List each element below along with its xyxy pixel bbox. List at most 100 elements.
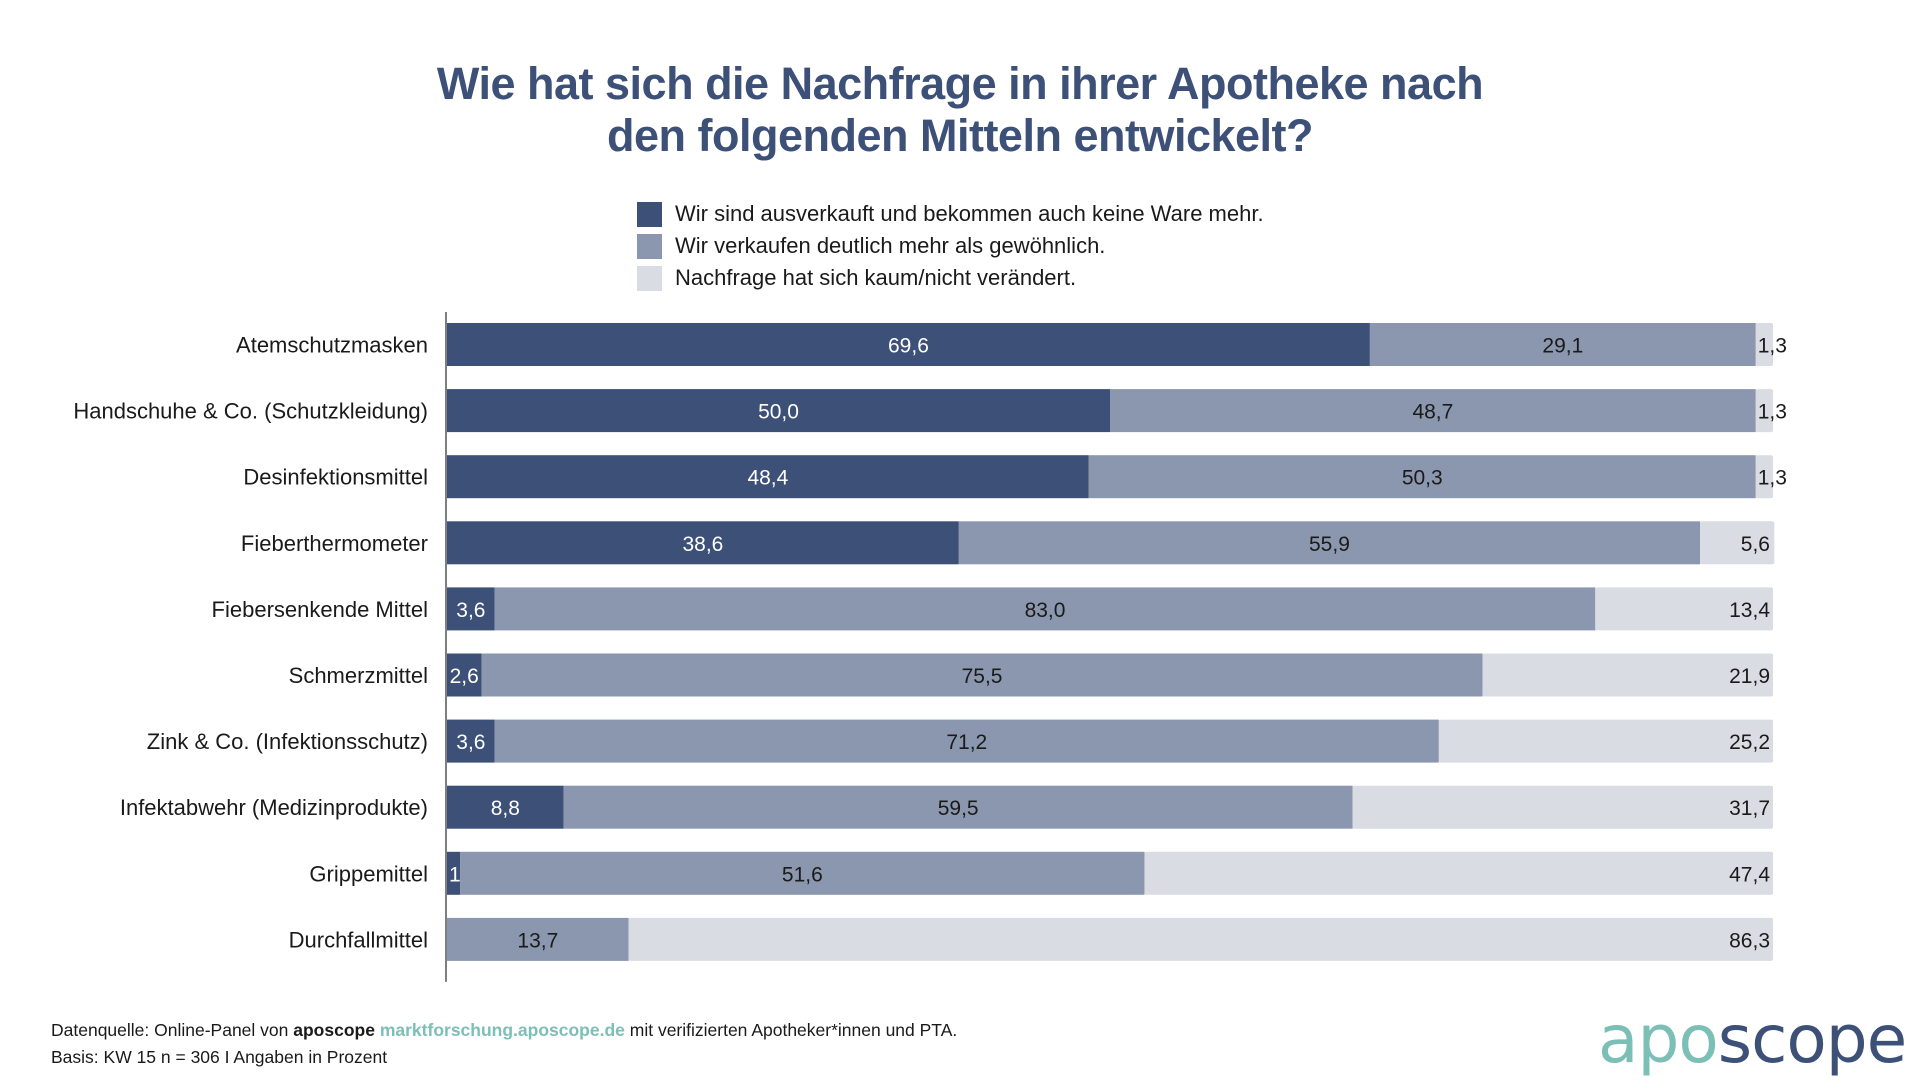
bar-segment-sold-out <box>447 587 495 631</box>
source-line: Datenquelle: Online-Panel von aposcope m… <box>51 1017 957 1044</box>
category-label: Handschuhe & Co. (Schutzkleidung) <box>73 399 428 424</box>
bar-segment-sold-out <box>447 719 495 763</box>
category-label: Durchfallmittel <box>289 927 428 952</box>
legend: Wir sind ausverkauft und bekommen auch k… <box>637 198 1264 294</box>
source-brand: aposcope <box>293 1020 375 1040</box>
category-label: Atemschutzmasken <box>236 333 428 358</box>
value-label-sell-more: 75,5 <box>962 665 1003 688</box>
value-label-unchanged: 86,3 <box>1729 929 1770 952</box>
value-label-unchanged: 5,6 <box>1741 533 1770 556</box>
source-link[interactable]: marktforschung.aposcope.de <box>379 1020 625 1040</box>
bar-segment-sell-more <box>1088 455 1756 499</box>
value-label-sold-out: 2,6 <box>450 665 479 688</box>
bar-row: Fiebersenkende Mittel 3,6 83,0 13,4 <box>212 587 1773 631</box>
value-label-sell-more: 55,9 <box>1309 533 1350 556</box>
value-label-sold-out: 3,6 <box>456 731 485 754</box>
bar-segment-sell-more <box>494 587 1596 631</box>
value-label-unchanged: 25,2 <box>1729 731 1770 754</box>
value-label-unchanged: 47,4 <box>1729 863 1770 886</box>
value-label-sell-more: 51,6 <box>782 863 823 886</box>
value-label-sell-more: 48,7 <box>1412 401 1453 424</box>
value-label-sold-out: 48,4 <box>747 467 788 490</box>
bar-segment-unchanged <box>1144 851 1773 895</box>
bar-segment-sell-more <box>1369 323 1756 366</box>
category-label: Grippemittel <box>309 861 428 886</box>
bar-row: Zink & Co. (Infektionsschutz) 3,6 71,2 25,2 <box>147 719 1773 763</box>
legend-item-unchanged: Nachfrage hat sich kaum/nicht verändert. <box>637 262 1264 294</box>
legend-item-sold-out: Wir sind ausverkauft und bekommen auch k… <box>637 198 1264 230</box>
bar-row: Handschuhe & Co. (Schutzkleidung) 50,0 48,… <box>73 389 1787 433</box>
bar-segment-sold-out <box>447 653 482 697</box>
bar-segment-sell-more <box>460 851 1145 895</box>
value-label-unchanged: 31,7 <box>1729 797 1770 820</box>
bar-segment-sold-out <box>447 785 564 829</box>
bar-row: Infektabwehr (Medizinprodukte) 8,8 59,5 31,… <box>120 785 1773 829</box>
value-label-sell-more: 83,0 <box>1025 599 1066 622</box>
bar-segment-sell-more <box>1110 389 1756 433</box>
bar-row: Schmerzmittel 2,6 75,5 21,9 <box>289 653 1773 697</box>
value-label-sold-out: 50,0 <box>758 401 799 424</box>
bar-segment-unchanged <box>1700 521 1775 565</box>
bar-segment-unchanged <box>1755 323 1773 366</box>
bar-segment-unchanged <box>1755 389 1773 433</box>
bar-segment-sell-more <box>563 785 1353 829</box>
logo-apo: apo <box>1598 1001 1719 1078</box>
chart-title-line-1: Wie hat sich die Nachfrage in ihrer Apot… <box>436 58 1484 109</box>
value-label-unchanged: 13,4 <box>1729 599 1770 622</box>
bar-segment-unchanged <box>1755 455 1773 499</box>
legend-swatch-sold-out <box>637 201 662 227</box>
bar-row: Atemschutzmasken 69,6 29,1 1,3 <box>236 323 1787 366</box>
value-label-sell-more: 71,2 <box>946 731 987 754</box>
chart-title: Wie hat sich die Nachfrage in ihrer Apot… <box>0 58 1920 162</box>
source-prefix: Datenquelle: Online-Panel von <box>51 1020 294 1040</box>
bar-segment-sell-more <box>481 653 1483 697</box>
category-label: Desinfektionsmittel <box>243 465 428 490</box>
bar-segment-sell-more <box>494 719 1439 763</box>
footer: Datenquelle: Online-Panel von aposcope m… <box>51 1017 957 1071</box>
value-label-unchanged: 21,9 <box>1729 665 1770 688</box>
legend-label-unchanged: Nachfrage hat sich kaum/nicht verändert. <box>675 265 1077 290</box>
bar-segment-sold-out <box>447 389 1110 433</box>
bar-segment-sell-more <box>447 917 629 961</box>
bar-segment-unchanged <box>1352 785 1773 829</box>
value-label-sold-out: 38,6 <box>682 533 723 556</box>
bar-row: Desinfektionsmittel 48,4 50,3 1,3 <box>243 455 1787 499</box>
logo-scope: scope <box>1717 1001 1908 1078</box>
chart-title-line-2: den folgenden Mitteln entwickelt? <box>606 110 1314 161</box>
value-label-sold-out: 3,6 <box>456 599 485 622</box>
bar-segment-unchanged <box>1438 719 1773 763</box>
bar-segment-sold-out <box>447 455 1089 499</box>
bar-segment-sold-out <box>447 851 461 895</box>
value-label-unchanged: 1,3 <box>1758 467 1787 490</box>
bar-segment-sold-out <box>447 521 959 565</box>
bar-segment-sold-out <box>447 323 1370 366</box>
legend-swatch-unchanged <box>637 265 662 291</box>
legend-swatch-sell-more <box>637 233 662 259</box>
value-label-unchanged: 1,3 <box>1758 401 1787 424</box>
category-label: Zink & Co. (Infektionsschutz) <box>147 729 428 754</box>
source-suffix: mit verifizierten Apotheker*innen und PT… <box>624 1020 958 1040</box>
bar-row: Fieberthermometer 38,6 55,9 5,6 <box>241 521 1775 565</box>
value-label-sold-out: 69,6 <box>888 335 929 358</box>
value-label-sell-more: 50,3 <box>1402 467 1443 490</box>
bar-segment-unchanged <box>1482 653 1773 697</box>
basis-line: Basis: KW 15 n = 306 I Angaben in Prozen… <box>51 1047 388 1067</box>
bar-segment-unchanged <box>1595 587 1773 631</box>
value-label-sell-more: 59,5 <box>938 797 979 820</box>
legend-label-sell-more: Wir verkaufen deutlich mehr als gewöhnli… <box>675 233 1106 258</box>
value-label-sold-out: 8,8 <box>491 797 520 820</box>
bar-row: Grippemittel1,051,647,4 <box>309 851 1773 895</box>
value-label-sell-more: 13,7 <box>517 929 558 952</box>
category-label: Fieberthermometer <box>241 531 428 556</box>
value-label-unchanged: 1,3 <box>1758 335 1787 358</box>
bar-row: Durchfallmittel 13,7 86,3 <box>289 917 1773 961</box>
legend-item-sell-more: Wir verkaufen deutlich mehr als gewöhnli… <box>637 230 1264 262</box>
bar-segment-sell-more <box>958 521 1701 565</box>
category-label: Schmerzmittel <box>289 663 428 688</box>
category-label: Fiebersenkende Mittel <box>212 597 428 622</box>
legend-label-sold-out: Wir sind ausverkauft und bekommen auch k… <box>675 201 1264 226</box>
bar-segment-unchanged <box>628 917 1773 961</box>
aposcope-logo: aposcope <box>1598 1000 1908 1080</box>
category-label: Infektabwehr (Medizinprodukte) <box>120 795 428 820</box>
